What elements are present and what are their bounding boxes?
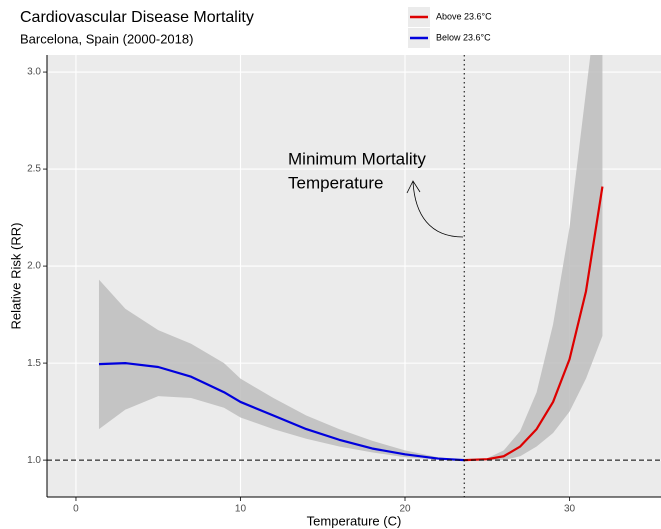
x-tick-label: 30 (564, 504, 576, 515)
legend-label: Below 23.6°C (436, 32, 491, 42)
confidence-band (464, 55, 603, 461)
chart-subtitle: Barcelona, Spain (2000-2018) (20, 31, 193, 46)
y-tick-label: 2.0 (27, 261, 41, 272)
chart-title: Cardiovascular Disease Mortality (20, 9, 254, 26)
y-axis-label: Relative Risk (RR) (8, 223, 23, 330)
confidence-band (98, 279, 465, 461)
x-tick-label: 10 (235, 504, 247, 515)
legend-label: Above 23.6°C (436, 11, 492, 21)
annotation: Temperature (288, 173, 383, 192)
series-line (464, 186, 604, 462)
y-tick-label: 2.5 (27, 164, 41, 175)
y-tick-label: 1.0 (27, 455, 41, 466)
y-tick-label: 1.5 (27, 358, 41, 369)
arrow-head (406, 180, 421, 194)
x-axis-label: Temperature (C) (307, 513, 402, 528)
annotation-arrow (412, 181, 464, 238)
x-tick-label: 0 (73, 504, 79, 515)
x-tick-label: 20 (399, 504, 411, 515)
series-line (98, 362, 465, 462)
y-tick-label: 3.0 (27, 67, 41, 78)
annotation: Minimum Mortality (288, 149, 426, 168)
